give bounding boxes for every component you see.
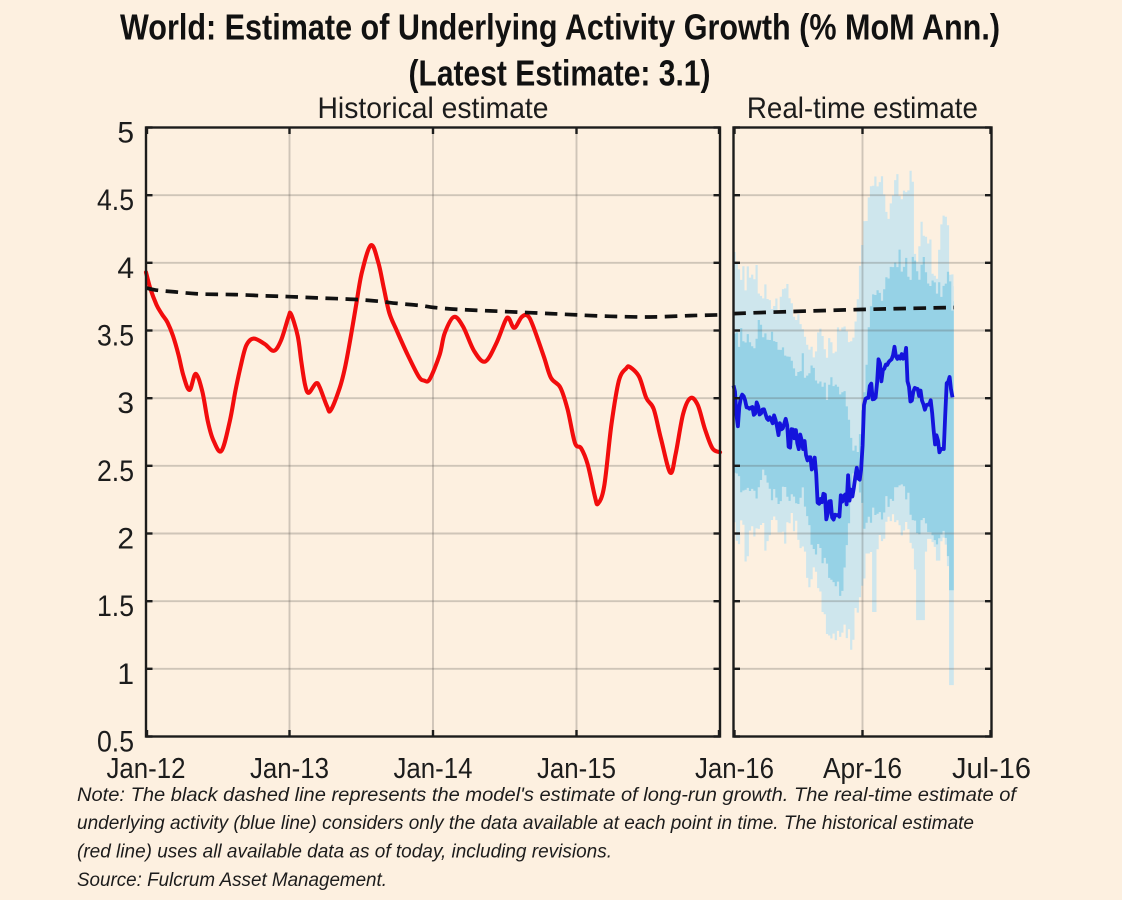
svg-text:Jan-16: Jan-16 <box>695 753 774 785</box>
svg-text:4: 4 <box>117 252 134 285</box>
svg-text:World: Estimate of Underlying: World: Estimate of Underlying Activity G… <box>120 7 1000 48</box>
svg-text:3.5: 3.5 <box>97 320 134 353</box>
svg-text:Historical estimate: Historical estimate <box>318 92 549 125</box>
svg-text:3: 3 <box>117 387 134 420</box>
svg-text:(Latest Estimate: 3.1): (Latest Estimate: 3.1) <box>409 53 711 94</box>
svg-text:Jan-13: Jan-13 <box>250 753 329 785</box>
svg-text:Source: Fulcrum Asset Manageme: Source: Fulcrum Asset Management. <box>77 869 387 891</box>
svg-text:Real-time estimate: Real-time estimate <box>747 92 978 125</box>
svg-text:5: 5 <box>117 117 134 150</box>
svg-text:2.5: 2.5 <box>97 455 134 488</box>
svg-text:Jan-14: Jan-14 <box>394 753 473 785</box>
svg-text:2: 2 <box>117 523 134 556</box>
svg-text:Apr-16: Apr-16 <box>823 753 902 785</box>
svg-text:0.5: 0.5 <box>97 726 134 759</box>
svg-text:Jan-12: Jan-12 <box>107 753 186 785</box>
svg-text:Jul-16: Jul-16 <box>952 753 1031 785</box>
svg-text:underlying activity (blue line: underlying activity (blue line) consider… <box>77 812 974 834</box>
svg-text:1: 1 <box>117 658 134 691</box>
svg-text:4.5: 4.5 <box>97 184 134 217</box>
svg-text:Note: The black dashed line re: Note: The black dashed line represents t… <box>77 784 1019 806</box>
svg-text:1.5: 1.5 <box>97 590 134 623</box>
svg-text:(red line) uses all available: (red line) uses all available data as of… <box>77 841 612 863</box>
svg-text:Jan-15: Jan-15 <box>537 753 616 785</box>
